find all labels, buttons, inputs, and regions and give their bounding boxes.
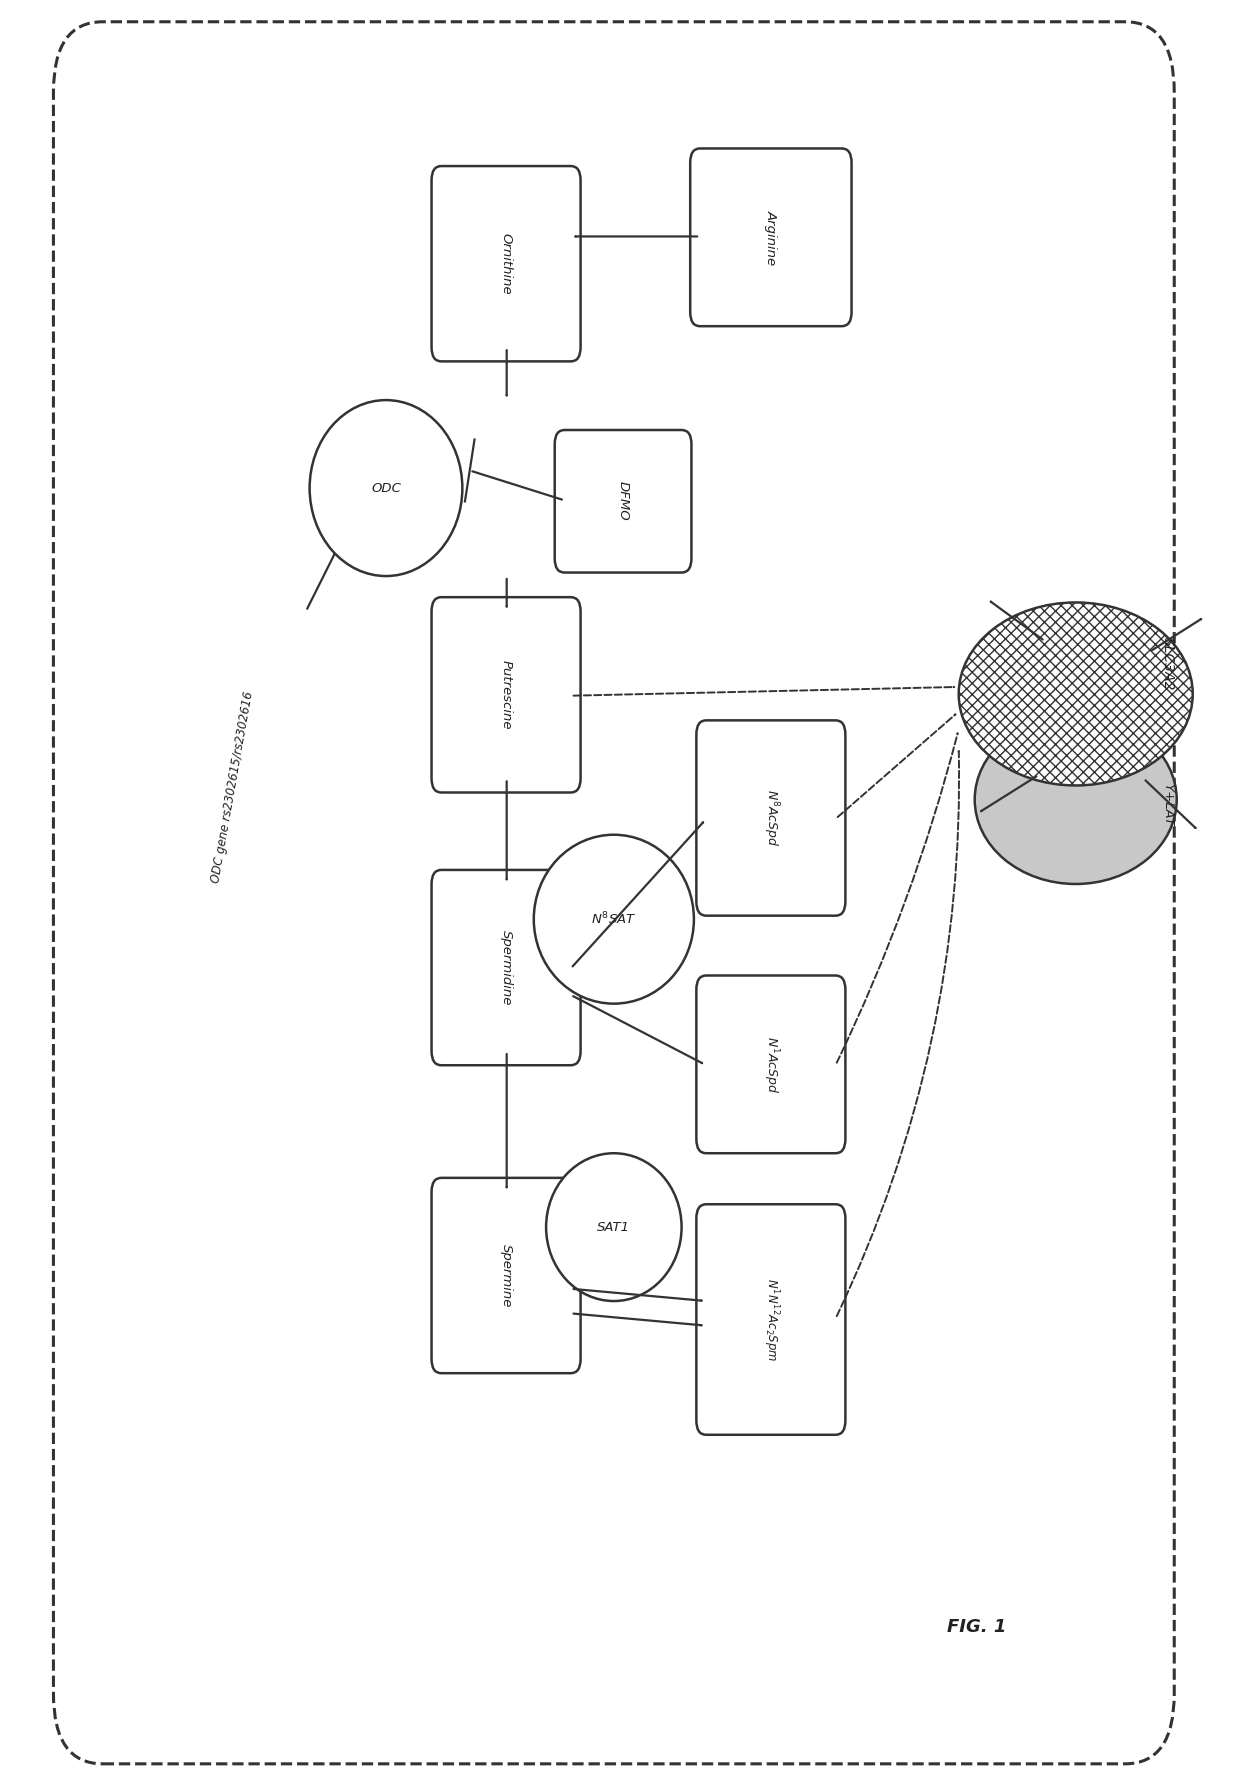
Text: Spermine: Spermine: [500, 1245, 512, 1307]
Text: $N^8$SAT: $N^8$SAT: [591, 911, 636, 928]
Text: $N^1$AcSpd: $N^1$AcSpd: [761, 1036, 781, 1093]
FancyBboxPatch shape: [432, 598, 580, 792]
Text: ODC gene rs2302615/rs2302616: ODC gene rs2302615/rs2302616: [208, 690, 255, 884]
Ellipse shape: [533, 834, 694, 1004]
FancyBboxPatch shape: [53, 21, 1174, 1764]
FancyBboxPatch shape: [432, 870, 580, 1066]
FancyBboxPatch shape: [697, 1204, 846, 1436]
Ellipse shape: [975, 714, 1177, 884]
Text: $N^8$AcSpd: $N^8$AcSpd: [761, 789, 781, 847]
Text: SLC3A2: SLC3A2: [1161, 636, 1176, 691]
FancyBboxPatch shape: [432, 1177, 580, 1374]
FancyBboxPatch shape: [554, 430, 692, 573]
Text: ODC: ODC: [371, 481, 401, 495]
Text: Arginine: Arginine: [764, 210, 777, 265]
Text: SAT1: SAT1: [598, 1220, 630, 1234]
Text: DFMO: DFMO: [616, 481, 630, 522]
Text: FIG. 1: FIG. 1: [947, 1618, 1007, 1635]
Ellipse shape: [959, 603, 1193, 785]
Ellipse shape: [546, 1153, 682, 1301]
Text: Y+LAT: Y+LAT: [1162, 783, 1174, 826]
Ellipse shape: [310, 400, 463, 576]
Text: Spermidine: Spermidine: [500, 930, 512, 1006]
FancyBboxPatch shape: [697, 976, 846, 1153]
Ellipse shape: [94, 345, 394, 1231]
Text: Putrescine: Putrescine: [500, 659, 512, 730]
Text: $N^1N^{12}Ac_2$Spm: $N^1N^{12}Ac_2$Spm: [761, 1278, 781, 1361]
FancyBboxPatch shape: [691, 149, 852, 325]
FancyBboxPatch shape: [697, 720, 846, 916]
FancyBboxPatch shape: [432, 166, 580, 361]
Text: Ornithine: Ornithine: [500, 233, 512, 295]
